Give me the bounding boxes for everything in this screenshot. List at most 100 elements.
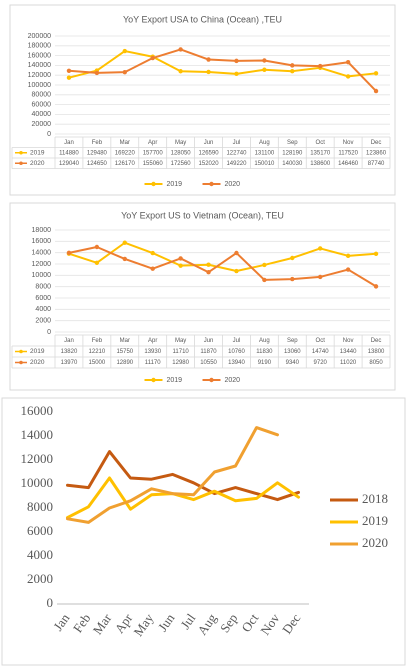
table-value: 12890 xyxy=(116,360,133,366)
table-value: 11710 xyxy=(173,349,190,355)
legend-label: 2019 xyxy=(167,377,183,384)
data-point xyxy=(373,88,379,94)
data-point xyxy=(373,284,379,289)
table-value: 140030 xyxy=(282,161,303,167)
chart-frame xyxy=(1,397,406,666)
data-point xyxy=(345,253,351,259)
legend-marker xyxy=(151,377,156,383)
table-value: 129480 xyxy=(87,150,108,156)
table-key-marker xyxy=(19,161,23,166)
table-value: 9190 xyxy=(258,360,272,366)
table-header: Apr xyxy=(148,140,157,146)
table-header: Jan xyxy=(64,338,74,344)
y-tick-label: 14000 xyxy=(21,427,54,442)
table-value: 10760 xyxy=(228,349,245,355)
table-header: Nov xyxy=(343,338,354,344)
y-tick-label: 200000 xyxy=(28,33,51,40)
data-point xyxy=(178,263,183,268)
legend-label: 2019 xyxy=(362,513,388,528)
table-value: 146460 xyxy=(338,161,359,167)
table-value: 129040 xyxy=(59,161,80,167)
table-value: 13970 xyxy=(61,360,78,366)
data-point xyxy=(262,67,267,72)
table-value: 13940 xyxy=(228,360,245,366)
series-line xyxy=(67,246,378,288)
y-tick-label: 10000 xyxy=(21,475,54,490)
table-header: Jul xyxy=(233,140,241,146)
y-tick-label: 18000 xyxy=(32,227,52,234)
table-value: 124650 xyxy=(87,161,108,167)
series-line xyxy=(67,48,378,93)
table-value: 13820 xyxy=(61,349,78,355)
y-tick-label: 0 xyxy=(47,131,51,138)
data-point xyxy=(318,63,323,69)
table-value: 9720 xyxy=(314,360,328,366)
table-key-marker xyxy=(19,349,23,354)
table-value: 117520 xyxy=(338,150,358,156)
table-value: 13930 xyxy=(144,349,161,355)
table-header: Apr xyxy=(148,338,157,344)
table-header: Aug xyxy=(259,338,270,344)
table-header: Dec xyxy=(371,338,382,344)
legend-marker xyxy=(151,181,156,187)
data-point xyxy=(290,63,295,68)
data-point xyxy=(262,277,267,283)
table-header: May xyxy=(175,338,186,344)
y-tick-label: 2000 xyxy=(35,318,51,325)
table-value: 122740 xyxy=(226,150,247,156)
data-point xyxy=(122,48,127,54)
chart-title: YoY Export USA to China (Ocean) ,TEU xyxy=(123,14,282,24)
table-value: 157700 xyxy=(143,150,164,156)
data-point xyxy=(318,246,323,251)
table-value: 11170 xyxy=(145,360,161,366)
table-value: 11870 xyxy=(200,349,217,355)
data-point xyxy=(150,55,155,61)
table-value: 128050 xyxy=(171,150,192,156)
data-point xyxy=(345,267,351,272)
y-tick-label: 120000 xyxy=(28,72,51,79)
table-value: 8050 xyxy=(369,360,383,366)
table-header: Jan xyxy=(64,140,74,146)
table-value: 13440 xyxy=(340,349,357,355)
table-value: 12210 xyxy=(89,349,106,355)
table-header: Jun xyxy=(204,338,214,344)
y-tick-label: 80000 xyxy=(32,92,52,99)
data-point xyxy=(122,240,127,245)
table-value: 13060 xyxy=(284,349,301,355)
data-point xyxy=(206,262,211,267)
data-point xyxy=(345,74,351,79)
y-tick-label: 4000 xyxy=(27,547,53,562)
data-point xyxy=(66,75,72,80)
table-header: Feb xyxy=(92,140,103,146)
y-tick-label: 60000 xyxy=(32,101,52,108)
data-point xyxy=(234,58,239,64)
y-tick-label: 0 xyxy=(47,329,51,336)
table-row-label: 2020 xyxy=(30,359,45,366)
chart-frame xyxy=(9,202,396,391)
table-header: Nov xyxy=(343,140,354,146)
table-value: 128190 xyxy=(282,150,303,156)
legend-label: 2018 xyxy=(362,491,388,506)
data-point xyxy=(94,244,100,250)
legend-label: 2020 xyxy=(362,535,388,550)
y-tick-label: 14000 xyxy=(32,250,52,257)
table-value: 126170 xyxy=(115,161,136,167)
y-tick-label: 100000 xyxy=(28,82,51,89)
table-header: Jun xyxy=(204,140,214,146)
table-value: 138600 xyxy=(310,161,331,167)
table-key-marker xyxy=(19,150,23,155)
data-point xyxy=(94,70,100,76)
data-point xyxy=(66,250,72,256)
y-tick-label: 40000 xyxy=(32,111,52,118)
data-point xyxy=(290,68,295,74)
table-value: 10550 xyxy=(200,360,217,366)
data-point xyxy=(206,69,211,75)
table-value: 152020 xyxy=(199,161,220,167)
y-tick-label: 180000 xyxy=(28,43,51,50)
chart-frame xyxy=(9,4,396,196)
table-value: 172560 xyxy=(171,161,192,167)
data-point xyxy=(290,255,295,261)
table-value: 123860 xyxy=(366,150,387,156)
y-tick-label: 6000 xyxy=(35,295,51,302)
